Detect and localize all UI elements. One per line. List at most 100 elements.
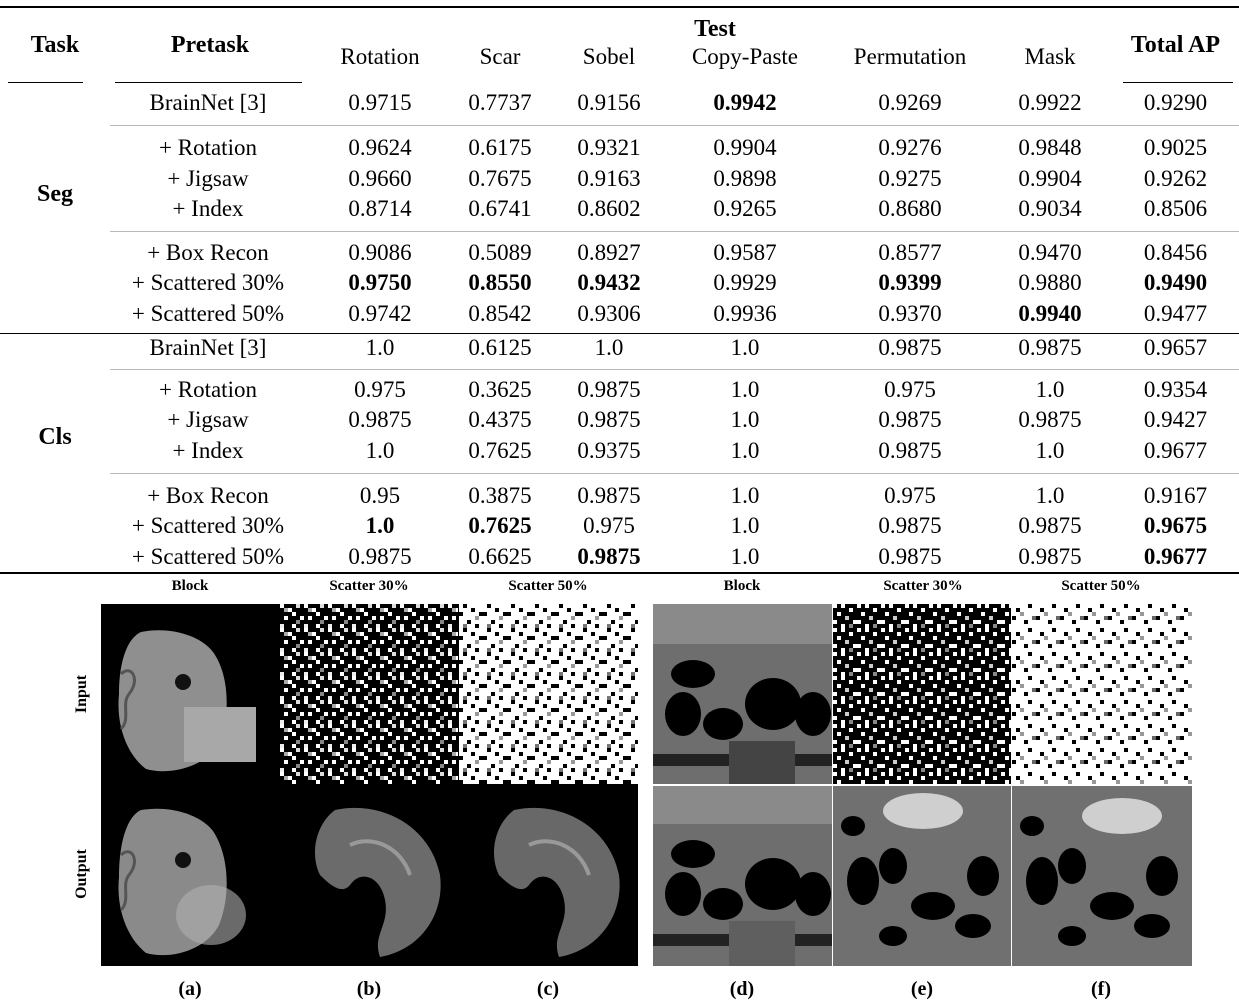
- group-label-cls: Cls: [38, 424, 72, 450]
- total-ap-cell: 0.9477: [1143, 301, 1208, 326]
- value-cell: 0.9929: [713, 270, 777, 295]
- table-row: + Jigsaw 0.9875 0.4375 0.9875 1.0 0.9875 0.987…: [0, 405, 1239, 435]
- value-cell: 1.0: [365, 335, 395, 360]
- brain-block-input-image: [101, 604, 279, 784]
- value-cell: 0.9875: [878, 513, 942, 538]
- value-cell: 1.0: [730, 438, 760, 463]
- value-cell: 1.0: [730, 407, 760, 432]
- value-cell: 0.9875: [577, 483, 641, 508]
- table-row: + Box Recon 0.95 0.3875 0.9875 1.0 0.975 1.0 0.…: [0, 481, 1239, 511]
- total-ap-header: Total AP: [1130, 32, 1221, 58]
- value-cell: 1.0: [730, 377, 760, 402]
- table-row: + Scattered 30% 1.0 0.7625 0.975 1.0 0.9875 0.…: [0, 511, 1239, 541]
- value-cell: 0.9875: [348, 407, 412, 432]
- abdomen-scatter30-input-image: [833, 604, 1011, 784]
- pretask-cell: + Scattered 50%: [131, 544, 285, 569]
- value-cell: 0.9587: [713, 240, 777, 265]
- pretask-cell: + Index: [172, 196, 244, 221]
- value-cell: 0.9875: [1018, 544, 1082, 569]
- value-cell: 0.9904: [1018, 166, 1082, 191]
- test-header-scar: Scar: [479, 44, 521, 69]
- value-cell: 0.7625: [468, 438, 532, 463]
- pretask-header: Pretask: [170, 32, 250, 58]
- col-label-c: Scatter 50%: [508, 578, 588, 594]
- value-cell: 0.9942: [713, 90, 777, 115]
- col-label-d: Block: [723, 578, 761, 594]
- value-cell: 0.8602: [577, 196, 641, 221]
- abdomen-scatter50-input-image: [1012, 604, 1192, 784]
- pretask-cell: + Scattered 30%: [131, 270, 285, 295]
- pretask-cell: + Jigsaw: [167, 166, 249, 191]
- caption-e: (e): [910, 978, 934, 1000]
- test-header-copy-paste: Copy-Paste: [691, 44, 799, 69]
- value-cell: 0.6175: [468, 135, 532, 160]
- pretask-cell: + Box Recon: [147, 240, 269, 265]
- total-ap-cell: 0.9167: [1143, 483, 1208, 508]
- total-ap-cell: 0.9290: [1143, 90, 1208, 115]
- table-row: + Scattered 50% 0.9875 0.6625 0.9875 1.0 0.98…: [0, 542, 1239, 572]
- value-cell: 0.9875: [1018, 513, 1082, 538]
- caption-b: (b): [356, 978, 382, 1000]
- value-cell: 0.9750: [348, 270, 412, 295]
- abdomen-scatter30-output-image: [833, 786, 1011, 966]
- test-header-permutation: Permutation: [853, 44, 967, 69]
- value-cell: 0.9875: [577, 407, 641, 432]
- total-ap-cell: 0.8506: [1143, 196, 1208, 221]
- value-cell: 0.8542: [468, 301, 532, 326]
- value-cell: 1.0: [1035, 438, 1065, 463]
- task-header: Task: [30, 32, 80, 58]
- group-label-seg: Seg: [37, 181, 73, 207]
- value-cell: 0.9370: [878, 301, 942, 326]
- table-row: + Scattered 50% 0.9742 0.8542 0.9306 0.9936 0…: [0, 299, 1239, 329]
- value-cell: 1.0: [730, 335, 760, 360]
- value-cell: 0.9163: [577, 166, 641, 191]
- value-cell: 0.9269: [878, 90, 942, 115]
- value-cell: 0.9875: [577, 377, 641, 402]
- value-cell: 1.0: [730, 513, 760, 538]
- value-cell: 0.7625: [468, 513, 532, 538]
- brain-block-output-image: [101, 785, 279, 966]
- total-ap-cell: 0.9657: [1143, 335, 1208, 360]
- value-cell: 0.9922: [1018, 90, 1082, 115]
- caption-c: (c): [536, 978, 560, 1000]
- value-cell: 0.9940: [1018, 301, 1082, 326]
- test-header: Test: [694, 16, 736, 42]
- value-cell: 0.6625: [468, 544, 532, 569]
- brain-scatter30-input-image: [280, 604, 458, 784]
- total-ap-cell: 0.9354: [1143, 377, 1208, 402]
- caption-d: (d): [729, 978, 755, 1000]
- value-cell: 0.9624: [348, 135, 412, 160]
- value-cell: 0.975: [884, 377, 936, 402]
- test-header-sobel: Sobel: [582, 44, 636, 69]
- value-cell: 1.0: [1035, 483, 1065, 508]
- table-row: BrainNet [3] 1.0 0.6125 1.0 1.0 0.9875 0.9875 0…: [0, 333, 1239, 363]
- value-cell: 0.9875: [577, 544, 641, 569]
- pretask-cell: BrainNet [3]: [149, 90, 267, 115]
- brain-scatter30-output-image: [280, 785, 458, 966]
- value-cell: 1.0: [594, 335, 624, 360]
- pretask-cell: + Rotation: [159, 135, 257, 160]
- value-cell: 0.9880: [1018, 270, 1082, 295]
- col-label-a: Block: [171, 578, 209, 594]
- value-cell: 0.3625: [468, 377, 532, 402]
- pretask-cell: + Box Recon: [147, 483, 269, 508]
- pretask-cell: + Jigsaw: [167, 407, 249, 432]
- value-cell: 0.9875: [878, 407, 942, 432]
- value-cell: 0.9715: [348, 90, 412, 115]
- value-cell: 0.975: [884, 483, 936, 508]
- value-cell: 0.9742: [348, 301, 412, 326]
- test-header-rotation: Rotation: [340, 44, 420, 69]
- table-row: + Scattered 30% 0.9750 0.8550 0.9432 0.9929 0…: [0, 268, 1239, 298]
- row-label-output: Output: [73, 849, 90, 899]
- col-label-f: Scatter 50%: [1061, 578, 1141, 594]
- value-cell: 0.975: [354, 377, 406, 402]
- abdomen-scatter50-output-image: [1012, 786, 1192, 966]
- table-row: + Jigsaw 0.9660 0.7675 0.9163 0.9898 0.9275 0.…: [0, 164, 1239, 194]
- table-row: + Rotation 0.975 0.3625 0.9875 1.0 0.975 1.0 0.…: [0, 375, 1239, 405]
- value-cell: 0.9875: [1018, 335, 1082, 360]
- value-cell: 0.9848: [1018, 135, 1082, 160]
- total-ap-cell: 0.9675: [1143, 513, 1208, 538]
- value-cell: 1.0: [730, 544, 760, 569]
- row-label-input: Input: [73, 674, 90, 714]
- value-cell: 0.9265: [713, 196, 777, 221]
